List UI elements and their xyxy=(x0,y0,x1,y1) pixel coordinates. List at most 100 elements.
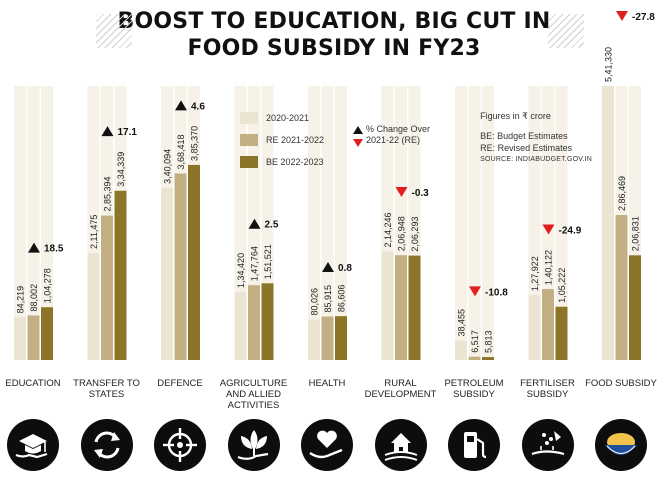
bar xyxy=(615,215,628,360)
category-label: PETROLEUM SUBSIDY xyxy=(444,378,504,400)
change-key: % Change Over 2021-22 (RE) xyxy=(352,124,431,147)
bar-track xyxy=(455,86,467,360)
category-label: FOOD SUBSIDY xyxy=(585,378,657,389)
notes: Figures in ₹ crore BE: Budget Estimates … xyxy=(480,110,592,166)
bar-track xyxy=(41,86,53,360)
pct-change: 18.5 xyxy=(28,242,64,255)
legend-item-be: BE 2022-2023 xyxy=(240,156,324,168)
chart-title: BOOST TO EDUCATION, BIG CUT IN FOOD SUBS… xyxy=(0,8,668,62)
source-note: SOURCE: INDIABUDGET.GOV.IN xyxy=(480,156,592,163)
bar xyxy=(101,215,113,360)
pct-change: 4.6 xyxy=(175,100,205,112)
data-label: 84,219 xyxy=(16,286,26,314)
bar xyxy=(87,252,100,360)
unit-note: Figures in ₹ crore xyxy=(480,111,551,121)
pct-change-label: 17.1 xyxy=(118,127,138,138)
fuel-pump-icon xyxy=(447,418,501,472)
pct-change: -10.8 xyxy=(469,286,508,298)
category-label: RURAL DEVELOPMENT xyxy=(364,378,437,400)
bar-track xyxy=(321,86,334,360)
bar-track xyxy=(482,86,494,360)
heart-hand-icon xyxy=(300,418,354,472)
legend-item-2020: 2020-2021 xyxy=(240,112,324,124)
bar xyxy=(261,283,274,360)
pct-change-label: -24.9 xyxy=(559,225,582,236)
up-arrow-icon xyxy=(248,218,261,229)
pct-change: -24.9 xyxy=(542,224,582,236)
bar-track xyxy=(335,86,347,360)
bar xyxy=(602,86,614,360)
bar xyxy=(114,190,127,360)
title-hatch-left xyxy=(96,14,132,48)
bar-track xyxy=(555,86,568,360)
data-label: 2,14,246 xyxy=(383,213,393,248)
bar-group: 3,40,094 3,68,418 3,85,370 4.6 xyxy=(161,86,205,360)
data-label: 1,04,278 xyxy=(43,268,53,303)
legend-item-re: RE 2021-2022 xyxy=(240,134,324,146)
seed-hand-icon xyxy=(521,418,575,472)
change-key-line-1: % Change Over xyxy=(366,124,431,134)
bar xyxy=(629,255,641,360)
bar xyxy=(234,291,247,360)
data-label: 3,34,339 xyxy=(116,152,126,187)
bar-group: 5,41,330 2,86,469 2,06,831 -27.8 xyxy=(602,11,655,360)
title-hatch-right xyxy=(548,14,584,48)
graduation-cap-icon xyxy=(6,418,60,472)
chart-title-line-2: FOOD SUBSIDY IN FY23 xyxy=(187,36,481,61)
re-note: RE: Revised Estimates xyxy=(480,143,573,153)
data-label: 86,606 xyxy=(337,285,347,313)
data-label: 2,85,394 xyxy=(103,176,113,211)
data-label: 3,68,418 xyxy=(176,134,186,169)
category-label: EDUCATION xyxy=(5,378,61,389)
up-arrow-icon xyxy=(175,100,187,111)
category-label: AGRICULTURE AND ALLIED ACTIVITIES xyxy=(219,378,288,411)
data-label: 2,06,948 xyxy=(397,216,407,251)
bar-track xyxy=(27,86,40,360)
bar xyxy=(455,340,467,360)
bar xyxy=(308,319,320,360)
pct-change-label: -27.8 xyxy=(632,12,655,23)
bar xyxy=(528,295,541,360)
up-arrow-icon xyxy=(322,261,334,272)
bar xyxy=(161,187,173,360)
down-arrow-icon xyxy=(395,186,408,197)
bar-track xyxy=(14,86,26,360)
refresh-arrows-icon xyxy=(80,418,134,472)
crosshair-icon xyxy=(153,418,207,472)
be-note: BE: Budget Estimates xyxy=(480,131,568,141)
farmhouse-icon xyxy=(374,418,428,472)
bar xyxy=(14,317,26,360)
data-label: 3,40,094 xyxy=(162,149,172,184)
bar-group: 80,026 85,915 86,606 0.8 xyxy=(308,86,352,360)
bar xyxy=(41,307,53,360)
leaf-hand-icon xyxy=(227,418,281,472)
pct-change: 2.5 xyxy=(248,218,279,231)
bar xyxy=(408,255,421,360)
bar-track xyxy=(468,86,481,360)
pct-change-label: -0.3 xyxy=(412,188,430,199)
change-key-line-2: 2021-22 (RE) xyxy=(366,135,421,145)
pct-change-label: 18.5 xyxy=(44,244,64,255)
data-label: 1,47,764 xyxy=(250,246,260,281)
change-key-arrows-icon xyxy=(353,126,363,147)
data-label: 1,40,122 xyxy=(544,250,554,285)
legend-swatch-2020 xyxy=(240,112,258,124)
bar-group: 2,14,246 2,06,948 2,06,293 -0.3 xyxy=(381,86,430,360)
legend-label-be: BE 2022-2023 xyxy=(266,157,324,167)
pct-change: -0.3 xyxy=(395,186,430,199)
pct-change-label: 4.6 xyxy=(191,101,205,112)
bar xyxy=(468,356,481,360)
bar-track xyxy=(528,86,541,360)
data-label: 38,455 xyxy=(457,309,467,337)
data-label: 1,27,922 xyxy=(530,256,540,291)
data-label: 1,05,222 xyxy=(557,268,567,303)
bar-track xyxy=(234,86,247,360)
pct-change: -27.8 xyxy=(616,11,655,23)
data-label: 1,34,420 xyxy=(236,253,246,288)
bar xyxy=(381,251,394,360)
data-label: 88,002 xyxy=(29,284,39,312)
pct-change-label: -10.8 xyxy=(485,287,508,298)
